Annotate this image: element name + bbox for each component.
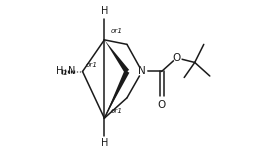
Text: N: N	[138, 66, 146, 76]
Text: H: H	[101, 6, 108, 16]
Text: or1: or1	[110, 28, 122, 34]
Text: O: O	[157, 100, 166, 110]
Text: H$_2$N: H$_2$N	[55, 65, 75, 78]
Text: or1: or1	[86, 62, 98, 68]
Polygon shape	[104, 40, 129, 73]
Text: O: O	[172, 53, 181, 63]
Text: or1: or1	[110, 108, 122, 114]
Text: H: H	[101, 138, 108, 148]
Polygon shape	[104, 70, 129, 118]
